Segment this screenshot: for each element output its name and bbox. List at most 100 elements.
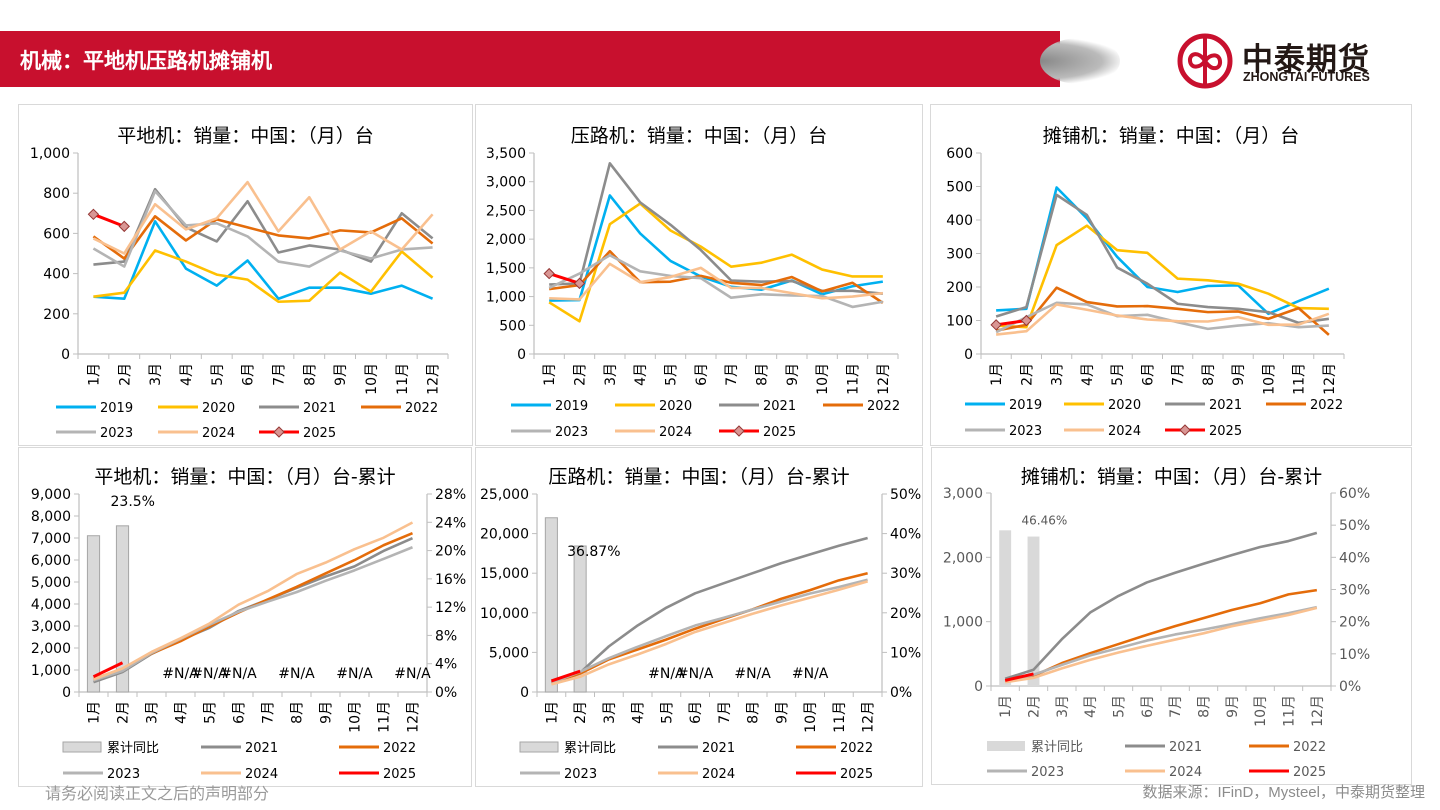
- legend-label: 2024: [702, 767, 735, 782]
- y-tick-label: 500: [499, 318, 526, 334]
- y2-tick-label: 20%: [890, 606, 921, 622]
- y-tick-label: 2,000: [486, 232, 526, 248]
- na-data-label: #N/A: [220, 666, 257, 682]
- x-tick-label: 10月: [815, 363, 831, 395]
- legend-label: 2022: [840, 741, 873, 756]
- legend-label: 2023: [107, 767, 140, 782]
- legend-item: 2023: [511, 425, 588, 440]
- y-tick-label: 0: [61, 347, 70, 363]
- x-tick-label: 4月: [1083, 695, 1099, 718]
- x-tick-label: 1月: [86, 363, 102, 386]
- y-tick-label: 9,000: [31, 487, 71, 503]
- x-tick-label: 10月: [803, 701, 819, 733]
- y2-tick-label: 4%: [435, 657, 457, 673]
- x-tick-label: 8月: [1201, 363, 1217, 386]
- legend-label: 2021: [702, 741, 735, 756]
- y2-tick-label: 40%: [1339, 550, 1370, 566]
- x-tick-label: 4月: [1080, 363, 1096, 386]
- legend-label: 2025: [1209, 424, 1242, 439]
- chart-grader-cumulative: 平地机：销量：中国：（月）台-累计 0 1,000 2,000 3,000 4,000 5…: [18, 447, 472, 787]
- bar-cumulative-yoy: [573, 545, 587, 693]
- y-tick-label: 400: [43, 267, 70, 283]
- series-line-2022: [92, 215, 434, 260]
- legend-label: 2023: [1031, 765, 1064, 780]
- y-tick-label: 6,000: [31, 553, 71, 569]
- legend-label: 2021: [303, 401, 336, 416]
- x-tick-label: 9月: [333, 363, 349, 386]
- y2-tick-label: 10%: [890, 645, 921, 661]
- chart-svg: 0 200 400 600 800 1,000 1月 2月 3月 4月 5月 6月 7月 8月 9月 10月 1…: [30, 146, 449, 441]
- x-tick-label: 2月: [573, 363, 589, 386]
- x-tick-label: 8月: [755, 363, 771, 386]
- legend-label: 2019: [100, 401, 133, 416]
- na-data-label: #N/A: [191, 666, 228, 682]
- x-tick-label: 8月: [302, 363, 318, 386]
- legend-label: 累计同比: [107, 741, 159, 756]
- legend-item: 2025: [259, 426, 336, 441]
- legend-label: 2022: [1310, 398, 1343, 413]
- x-tick-label: 2月: [117, 363, 133, 386]
- legend-item: 2021: [259, 401, 336, 416]
- y-tick-label: 1,500: [486, 261, 526, 277]
- chart-paver-cumulative: 摊铺机：销量：中国：（月）台-累计 0 1,000 2,000 3,000 1月 2月 3月…: [931, 447, 1412, 785]
- y-tick-label: 5,000: [489, 645, 529, 661]
- x-tick-label: 3月: [1050, 363, 1066, 386]
- header-shadow: [1040, 38, 1120, 84]
- legend-item: 2022: [823, 399, 900, 414]
- x-tick-label: 6月: [694, 363, 710, 386]
- legend-swatch-bar: [519, 741, 559, 753]
- x-tick-label: 7月: [271, 363, 287, 386]
- legend-item: 2022: [361, 401, 438, 416]
- legend-item: 2024: [615, 425, 692, 440]
- series-line-2023: [93, 546, 413, 682]
- y2-tick-label: 16%: [435, 572, 466, 588]
- x-tick-label: 6月: [1140, 695, 1156, 718]
- legend-item: 2019: [965, 398, 1042, 413]
- chart-paver-monthly: 摊铺机：销量：中国：（月）台 0 100 200 300 400 500 600 1月 2月 3月…: [930, 104, 1412, 446]
- legend-label: 2025: [383, 767, 416, 782]
- legend-item: 2022: [1266, 398, 1343, 413]
- chart-svg: 0 500 1,000 1,500 2,000 2,500 3,000 3,500 1月 2月 3月…: [486, 146, 900, 440]
- legend-label: 2024: [202, 426, 235, 441]
- x-tick-label: 9月: [319, 701, 335, 724]
- legend-item: 累计同比: [987, 740, 1083, 755]
- legend-item: 2023: [520, 767, 597, 782]
- x-tick-label: 3月: [145, 701, 161, 724]
- legend-label: 2021: [763, 399, 796, 414]
- series-line-2024: [551, 580, 868, 686]
- x-tick-label: 5月: [210, 363, 226, 386]
- series-line-2020: [548, 202, 883, 323]
- legend-item: 2022: [796, 741, 873, 756]
- x-tick-label: 3月: [1055, 695, 1071, 718]
- y2-tick-label: 28%: [435, 487, 466, 503]
- y-tick-label: 100: [946, 314, 973, 330]
- x-tick-label: 11月: [832, 701, 848, 733]
- na-data-label: #N/A: [336, 666, 373, 682]
- legend-label: 2021: [1169, 740, 1202, 755]
- legend-item: 2024: [201, 767, 278, 782]
- series-line-2025: [92, 661, 124, 679]
- na-data-label: #N/A: [278, 666, 315, 682]
- legend-label: 2022: [1293, 740, 1326, 755]
- y-tick-label: 3,000: [943, 486, 983, 502]
- x-tick-label: 12月: [406, 701, 422, 733]
- chart-svg: 0 100 200 300 400 500 600 1月 2月 3月 4月 5月 6月 7月 8月 9月 10月…: [946, 146, 1345, 439]
- y-tick-label: 500: [946, 180, 973, 196]
- legend-item: 2022: [339, 741, 416, 756]
- legend-label: 2022: [383, 741, 416, 756]
- logo-emblem-icon: [1177, 33, 1233, 89]
- legend-item: 2019: [511, 399, 588, 414]
- y-tick-label: 7,000: [31, 531, 71, 547]
- y-tick-label: 0: [964, 347, 973, 363]
- x-tick-label: 1月: [544, 701, 560, 724]
- data-point-marker: [573, 277, 586, 290]
- series-line-2024: [549, 262, 883, 301]
- y2-tick-label: 12%: [435, 600, 466, 616]
- series-line-2022: [995, 286, 1330, 336]
- series-line-2019: [996, 186, 1330, 316]
- series-line-2024: [92, 180, 434, 255]
- series-line-2019: [549, 194, 884, 302]
- x-tick-label: 7月: [724, 363, 740, 386]
- legend-label: 2024: [1169, 765, 1202, 780]
- series-line-2025: [548, 272, 580, 285]
